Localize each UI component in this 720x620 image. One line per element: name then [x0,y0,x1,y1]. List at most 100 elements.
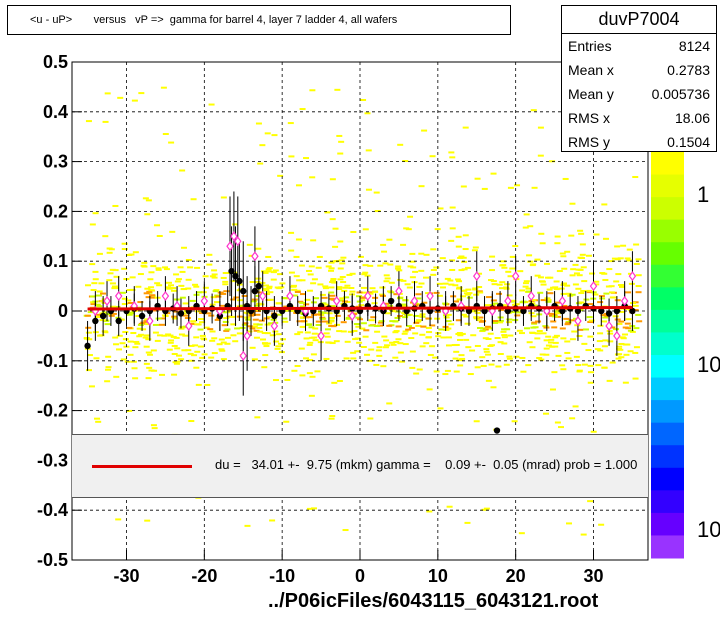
heatmap-cell [580,533,587,536]
heatmap-cell [340,321,347,324]
heatmap-cell [315,266,322,269]
heatmap-cell [501,342,508,345]
heatmap-cell [223,290,230,293]
heatmap-cell [90,295,97,298]
heatmap-cell [253,329,260,332]
heatmap-cell [615,357,622,360]
heatmap-cell [559,364,566,367]
heatmap-cell [504,328,511,331]
heatmap-cell [421,129,428,132]
heatmap-cell [253,336,260,339]
data-point [504,296,512,307]
heatmap-cell [144,519,151,522]
heatmap-cell [525,290,532,293]
heatmap-cell [98,334,105,337]
heatmap-cell [294,364,301,367]
heatmap-cell [485,379,492,382]
heatmap-cell [599,297,606,300]
heatmap-cell [208,314,215,317]
heatmap-cell [87,311,94,314]
heatmap-cell [199,356,206,359]
heatmap-cell [458,269,465,272]
heatmap-cell [339,275,346,278]
color-scale-cell [651,467,684,491]
heatmap-cell [104,368,111,371]
heatmap-cell [617,348,624,351]
heatmap-cell [168,141,175,144]
heatmap-cell [520,370,527,373]
heatmap-cell [449,259,456,262]
heatmap-cell [536,330,543,333]
heatmap-cell [618,342,625,345]
heatmap-cell [215,295,222,298]
heatmap-cell [613,328,620,331]
color-scale-cell [651,242,684,266]
heatmap-cell [409,276,416,279]
heatmap-cell [362,264,369,267]
heatmap-cell [426,510,433,513]
heatmap-cell [600,314,607,317]
heatmap-cell [492,321,499,324]
heatmap-cell [220,358,227,361]
heatmap-cell [254,288,261,291]
color-scale-cell [651,197,684,221]
heatmap-cell [392,331,399,334]
data-point [605,320,613,331]
heatmap-cell [306,269,313,272]
heatmap-cell [230,334,237,337]
heatmap-cell [92,212,99,215]
heatmap-cell [299,293,306,296]
heatmap-cell [276,313,283,316]
heatmap-cell [322,303,329,306]
heatmap-cell [140,321,147,324]
heatmap-cell [483,348,490,351]
heatmap-cell [265,268,272,271]
heatmap-cell [279,338,286,341]
heatmap-cell [269,334,276,337]
heatmap-cell [593,280,600,283]
heatmap-cell [361,296,368,299]
heatmap-cell [418,252,425,255]
heatmap-cell [159,317,166,320]
heatmap-cell [291,369,298,372]
heatmap-cell [100,292,107,295]
heatmap-cell [211,352,218,355]
heatmap-cell [267,322,274,325]
heatmap-cell [614,318,621,321]
heatmap-cell [135,315,142,318]
heatmap-cell [476,290,483,293]
heatmap-cell [523,327,530,330]
heatmap-cell [552,336,559,339]
heatmap-cell [580,266,587,269]
heatmap-cell [256,326,263,329]
heatmap-cell [569,417,576,420]
heatmap-cell [607,340,614,343]
heatmap-cell [93,357,100,360]
heatmap-cell [261,366,268,369]
heatmap-cell [445,327,452,330]
heatmap-cell [171,317,178,320]
data-point [410,296,419,307]
stat-label: Mean x [568,62,614,78]
heatmap-cell [578,232,585,235]
heatmap-cell [463,315,470,318]
heatmap-cell [509,255,516,258]
heatmap-cell [365,149,372,152]
legend-fit-line [92,465,192,468]
heatmap-cell [360,286,367,289]
heatmap-cell [465,266,472,269]
heatmap-cell [149,296,156,299]
heatmap-cell [306,316,313,319]
heatmap-cell [522,282,529,285]
heatmap-cell [148,369,155,372]
heatmap-cell [356,291,363,294]
heatmap-cell [503,363,510,366]
heatmap-cell [178,333,185,336]
x-tick-label: 20 [506,566,526,586]
heatmap-cell [182,314,189,317]
heatmap-cell [144,287,151,290]
heatmap-cell [525,364,532,367]
heatmap-cell [458,255,465,258]
heatmap-cell [554,421,561,424]
color-scale-cell [651,355,684,379]
